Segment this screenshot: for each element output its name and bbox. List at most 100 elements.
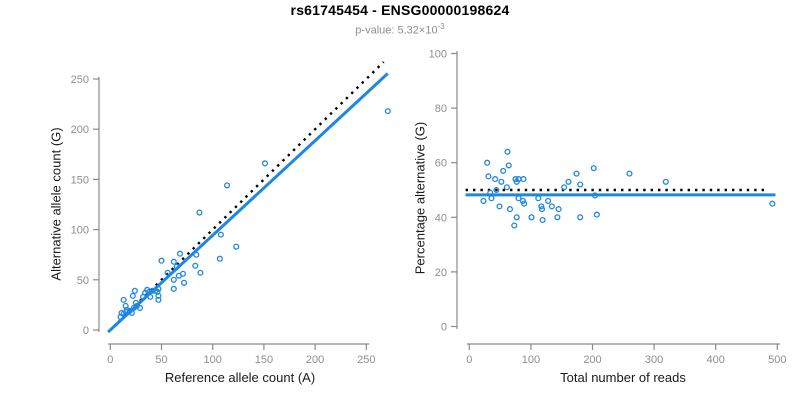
data-point xyxy=(577,214,584,221)
data-point xyxy=(170,276,177,283)
data-point xyxy=(131,287,138,294)
x-axis-tick-label: 200 xyxy=(306,354,324,366)
data-point xyxy=(539,216,546,224)
data-point xyxy=(662,178,669,185)
y-axis-tick-label: 80 xyxy=(435,103,447,115)
data-point xyxy=(180,279,188,286)
percentage-vs-reads-scatter-group: 0 100 200 300 400 500 0 20 40 60 80 100 xyxy=(429,49,787,367)
y-axis-tick-label: 200 xyxy=(71,124,89,136)
data-point xyxy=(261,160,268,167)
y-axis-tick-label: 0 xyxy=(83,325,89,337)
y-axis-tick-label: 100 xyxy=(71,225,89,237)
right-plot-yaxis-label: Percentage alternative (G) xyxy=(412,121,428,275)
data-point xyxy=(170,258,177,265)
data-point xyxy=(384,108,391,115)
x-axis-tick-label: 200 xyxy=(583,354,601,366)
pvalue-exponent: -3 xyxy=(437,22,445,31)
x-axis-tick-label: 400 xyxy=(707,354,725,366)
data-point xyxy=(176,250,183,257)
y-axis-tick-label: 100 xyxy=(429,49,447,61)
data-point xyxy=(493,186,500,194)
figure-title: rs61745454 - ENSG00000198624 xyxy=(290,2,510,18)
data-point xyxy=(545,197,552,204)
x-axis-tick-label: 150 xyxy=(255,354,273,366)
data-point xyxy=(577,181,584,188)
data-point xyxy=(128,309,135,316)
data-point xyxy=(158,257,165,264)
x-axis-tick-label: 500 xyxy=(768,354,786,366)
data-point xyxy=(179,270,187,277)
data-point xyxy=(506,206,514,213)
x-axis-tick-label: 50 xyxy=(155,354,167,366)
data-point xyxy=(511,222,518,229)
data-point xyxy=(555,206,562,213)
data-point xyxy=(485,173,492,180)
data-point xyxy=(155,296,162,303)
data-point xyxy=(548,203,555,210)
data-point xyxy=(122,302,129,309)
data-point xyxy=(505,162,512,169)
x-axis-tick-label: 0 xyxy=(107,354,113,366)
x-axis-tick-label: 0 xyxy=(466,354,472,366)
x-axis-tick-label: 100 xyxy=(204,354,222,366)
data-point xyxy=(498,178,505,185)
data-point xyxy=(593,211,600,218)
data-point xyxy=(626,170,633,177)
y-axis-tick-label: 150 xyxy=(71,174,89,186)
figure-subtitle: p-value: 5.32×10-3 xyxy=(0,22,800,37)
data-point xyxy=(538,206,546,213)
data-point xyxy=(496,203,503,210)
data-point xyxy=(136,304,144,311)
data-point xyxy=(132,299,139,306)
data-point xyxy=(480,197,487,204)
data-point xyxy=(565,178,572,185)
data-point xyxy=(504,148,511,155)
data-point xyxy=(129,292,136,299)
data-point xyxy=(520,176,527,183)
data-point xyxy=(484,159,491,166)
left-plot-xaxis-label: Reference allele count (A) xyxy=(164,370,316,385)
data-point xyxy=(217,231,224,238)
data-point xyxy=(521,200,528,207)
data-point xyxy=(528,214,535,221)
allele-count-scatter-points xyxy=(117,108,391,320)
data-point xyxy=(535,195,542,202)
y-axis-tick-label: 40 xyxy=(435,212,447,224)
x-axis-tick-label: 100 xyxy=(522,354,540,366)
data-point xyxy=(503,184,510,191)
data-point xyxy=(197,269,204,276)
percentage-vs-reads-scatter-points xyxy=(480,148,776,229)
data-point xyxy=(120,296,127,303)
data-point xyxy=(515,195,522,202)
data-point xyxy=(173,263,180,270)
data-point xyxy=(223,182,231,189)
data-point xyxy=(487,189,494,196)
y-axis-tick-label: 50 xyxy=(77,275,89,287)
data-point xyxy=(155,292,162,299)
data-point xyxy=(193,251,200,258)
fit-line xyxy=(107,72,389,333)
data-point xyxy=(513,214,520,221)
data-point xyxy=(155,285,162,292)
data-point xyxy=(216,255,223,262)
x-axis-tick-label: 300 xyxy=(645,354,663,366)
data-point xyxy=(573,170,580,177)
allele-count-scatter-group: 0 50 100 150 200 250 0 50 100 150 200 250 xyxy=(71,61,391,366)
data-point xyxy=(164,269,171,276)
y-axis-tick-label: 20 xyxy=(435,267,447,279)
data-point xyxy=(170,285,177,292)
data-point xyxy=(590,165,597,172)
y-axis-tick-label: 0 xyxy=(441,322,447,334)
y-axis-tick-label: 250 xyxy=(71,74,89,86)
data-point xyxy=(488,195,495,202)
left-plot-yaxis-label: Alternative allele count (G) xyxy=(48,127,64,281)
data-point xyxy=(769,200,776,207)
data-point xyxy=(561,184,568,191)
data-point xyxy=(500,167,507,174)
y-axis-tick-label: 60 xyxy=(435,158,447,170)
data-point xyxy=(192,262,199,269)
data-point xyxy=(492,176,499,183)
data-point xyxy=(591,192,599,199)
